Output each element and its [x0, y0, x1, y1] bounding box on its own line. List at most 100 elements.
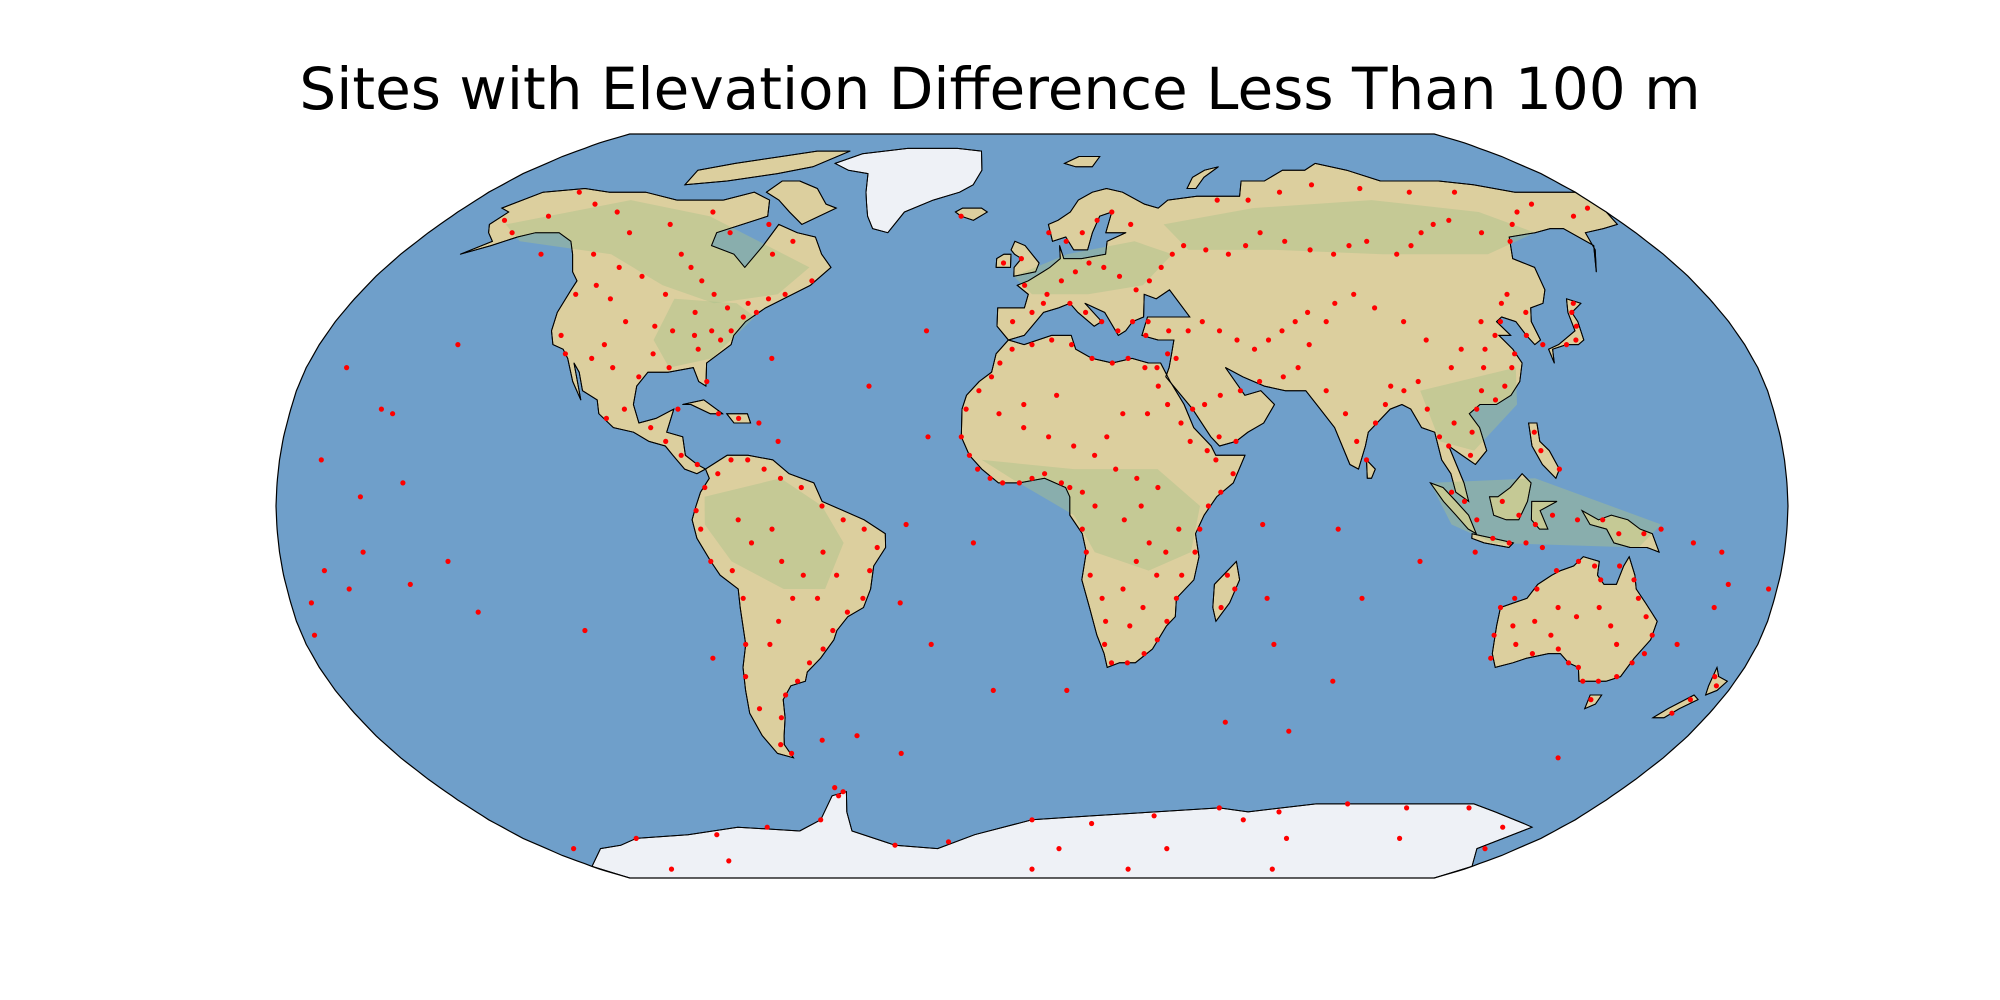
site-marker[interactable]	[445, 558, 451, 565]
site-marker[interactable]	[1113, 466, 1119, 472]
site-marker[interactable]	[1507, 238, 1513, 244]
site-marker[interactable]	[1359, 595, 1365, 601]
site-marker[interactable]	[1124, 660, 1130, 666]
site-marker[interactable]	[1549, 512, 1556, 518]
site-marker[interactable]	[1108, 660, 1115, 666]
site-marker[interactable]	[1424, 406, 1430, 412]
site-marker[interactable]	[1461, 498, 1468, 504]
site-marker[interactable]	[743, 641, 749, 648]
site-marker[interactable]	[1436, 434, 1443, 440]
site-marker[interactable]	[1179, 572, 1185, 578]
site-marker[interactable]	[1089, 820, 1095, 827]
site-marker[interactable]	[1130, 319, 1136, 325]
site-marker[interactable]	[1565, 660, 1572, 666]
site-marker[interactable]	[1056, 846, 1062, 852]
site-marker[interactable]	[1176, 526, 1182, 532]
site-marker[interactable]	[1190, 406, 1196, 412]
site-marker[interactable]	[1264, 595, 1270, 601]
site-marker[interactable]	[1128, 221, 1134, 227]
site-marker[interactable]	[1169, 251, 1175, 257]
site-marker[interactable]	[1218, 604, 1224, 611]
site-marker[interactable]	[1573, 614, 1580, 620]
site-marker[interactable]	[1092, 452, 1098, 458]
site-marker[interactable]	[1474, 406, 1480, 412]
site-marker[interactable]	[1154, 365, 1160, 371]
site-marker[interactable]	[688, 264, 694, 270]
site-marker[interactable]	[840, 789, 846, 795]
site-marker[interactable]	[1516, 512, 1522, 518]
site-marker[interactable]	[667, 221, 673, 227]
site-marker[interactable]	[1401, 388, 1407, 394]
site-marker[interactable]	[1237, 388, 1243, 394]
site-marker[interactable]	[1539, 544, 1545, 551]
site-marker[interactable]	[1635, 595, 1641, 601]
site-marker[interactable]	[1138, 503, 1144, 509]
site-marker[interactable]	[1164, 618, 1170, 624]
site-marker[interactable]	[1588, 697, 1594, 703]
site-marker[interactable]	[1214, 197, 1220, 203]
site-marker[interactable]	[1204, 448, 1210, 454]
site-marker[interactable]	[709, 328, 715, 334]
site-marker[interactable]	[1556, 466, 1562, 472]
site-marker[interactable]	[1230, 471, 1236, 477]
site-marker[interactable]	[718, 337, 724, 343]
site-marker[interactable]	[1029, 342, 1035, 348]
site-marker[interactable]	[1216, 805, 1222, 811]
site-marker[interactable]	[1513, 641, 1519, 648]
site-marker[interactable]	[1491, 632, 1497, 638]
site-marker[interactable]	[963, 406, 969, 412]
site-marker[interactable]	[729, 568, 735, 574]
site-marker[interactable]	[1142, 365, 1148, 371]
site-marker[interactable]	[867, 568, 873, 574]
site-marker[interactable]	[776, 618, 782, 624]
site-marker[interactable]	[1092, 503, 1098, 509]
site-marker[interactable]	[728, 328, 734, 334]
site-marker[interactable]	[1415, 378, 1421, 385]
site-marker[interactable]	[614, 209, 620, 215]
site-marker[interactable]	[745, 457, 751, 463]
site-marker[interactable]	[1222, 719, 1228, 725]
site-marker[interactable]	[1144, 411, 1151, 417]
site-marker[interactable]	[1283, 835, 1290, 842]
site-marker[interactable]	[1280, 374, 1286, 380]
site-marker[interactable]	[836, 793, 842, 799]
site-marker[interactable]	[1063, 238, 1069, 244]
site-marker[interactable]	[1083, 309, 1089, 315]
site-marker[interactable]	[1335, 526, 1341, 532]
site-marker[interactable]	[1115, 328, 1121, 334]
site-marker[interactable]	[1540, 342, 1546, 348]
site-marker[interactable]	[1276, 809, 1282, 815]
site-marker[interactable]	[800, 572, 806, 578]
site-marker[interactable]	[1482, 846, 1488, 852]
site-marker[interactable]	[1474, 517, 1480, 523]
site-marker[interactable]	[945, 839, 952, 845]
site-marker[interactable]	[1404, 805, 1410, 811]
site-marker[interactable]	[1257, 230, 1263, 236]
site-marker[interactable]	[509, 230, 515, 236]
site-marker[interactable]	[903, 521, 909, 528]
site-marker[interactable]	[767, 641, 773, 648]
site-marker[interactable]	[1029, 475, 1035, 481]
site-marker[interactable]	[1608, 623, 1614, 629]
site-marker[interactable]	[1308, 182, 1315, 188]
site-marker[interactable]	[1269, 866, 1275, 872]
site-marker[interactable]	[1394, 251, 1400, 257]
site-marker[interactable]	[1478, 319, 1484, 325]
site-marker[interactable]	[1265, 337, 1272, 343]
site-marker[interactable]	[699, 278, 705, 284]
site-marker[interactable]	[1173, 355, 1179, 361]
site-marker[interactable]	[861, 526, 867, 532]
site-marker[interactable]	[1187, 438, 1193, 444]
site-marker[interactable]	[714, 832, 720, 838]
site-marker[interactable]	[636, 374, 642, 380]
site-marker[interactable]	[1388, 383, 1394, 389]
site-marker[interactable]	[711, 291, 717, 297]
site-marker[interactable]	[1260, 521, 1266, 528]
site-marker[interactable]	[724, 305, 731, 311]
site-marker[interactable]	[1725, 581, 1731, 588]
site-marker[interactable]	[1332, 300, 1338, 306]
site-marker[interactable]	[854, 733, 860, 739]
site-marker[interactable]	[1154, 637, 1160, 643]
site-marker[interactable]	[996, 411, 1002, 417]
site-marker[interactable]	[761, 466, 767, 472]
